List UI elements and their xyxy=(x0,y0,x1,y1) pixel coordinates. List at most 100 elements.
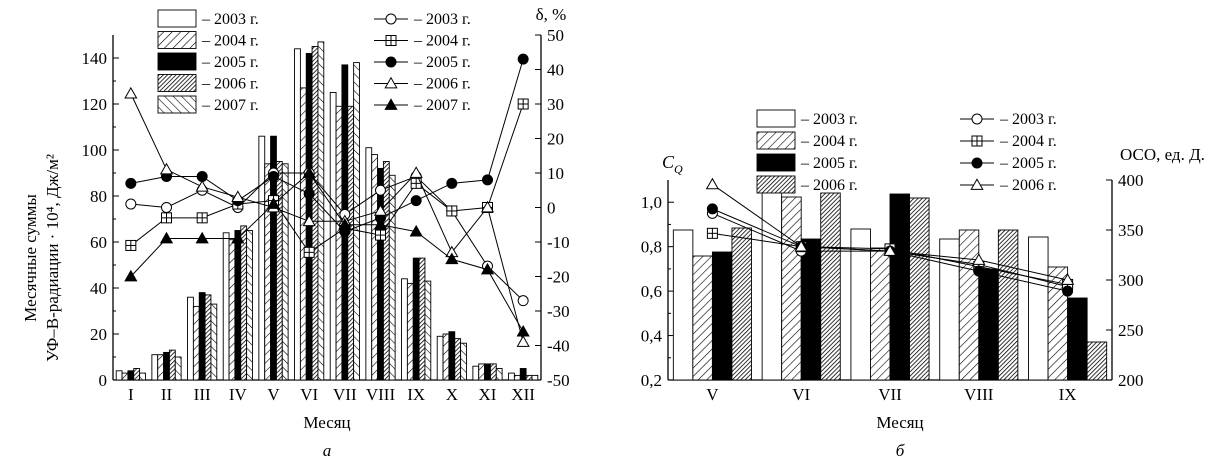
a-bar xyxy=(198,292,206,381)
a-series-line xyxy=(130,172,524,302)
b-legend-marker xyxy=(971,113,983,125)
a-point xyxy=(410,195,422,207)
panel-b-line-label-main: C xyxy=(662,152,675,172)
a-bar xyxy=(234,230,242,381)
a-x-tick-label: II xyxy=(161,385,173,404)
panel-a-caption: а xyxy=(323,441,332,460)
a-bar xyxy=(401,278,408,381)
a-point xyxy=(516,335,530,347)
b-x-tick-label: VI xyxy=(792,385,810,404)
a-point xyxy=(161,212,172,224)
a-bar xyxy=(210,303,218,381)
b-bar xyxy=(731,227,752,381)
a-legend-swatch xyxy=(157,9,197,28)
a-point xyxy=(196,170,208,182)
b-x-tick-label: VIII xyxy=(964,385,994,404)
panel-b-line-label-sub: Q xyxy=(674,162,683,176)
a-bar xyxy=(299,87,307,381)
b-right-tick-label: 300 xyxy=(1118,271,1144,290)
a-right-tick-label: 20 xyxy=(547,130,564,149)
a-legend-label: – 2004 г. xyxy=(413,33,471,50)
a-bar xyxy=(133,368,141,381)
a-point xyxy=(231,190,245,202)
a-x-tick-label: VII xyxy=(333,385,357,404)
a-point xyxy=(125,198,137,210)
b-bar xyxy=(800,238,822,381)
a-legend-label: – 2005 г. xyxy=(413,54,471,71)
a-x-tick-label: VIII xyxy=(366,385,396,404)
a-bar xyxy=(353,62,360,381)
a-point xyxy=(303,246,315,258)
b-bar xyxy=(672,229,694,381)
a-point xyxy=(125,239,137,251)
b-right-tick-label: 250 xyxy=(1118,321,1144,340)
a-point xyxy=(409,166,423,178)
a-legend-marker xyxy=(384,76,398,89)
a-right-tick-label: 10 xyxy=(547,164,564,183)
a-point xyxy=(125,177,137,189)
b-point xyxy=(706,203,718,215)
a-series-line xyxy=(130,59,524,233)
b-bar xyxy=(870,247,891,381)
b-point xyxy=(794,239,808,252)
b-bar xyxy=(781,196,802,381)
a-bar xyxy=(317,41,325,381)
a-right-tick-label: 40 xyxy=(547,61,564,80)
b-bar xyxy=(850,228,871,381)
a-point xyxy=(409,224,423,237)
a-legend-marker xyxy=(385,35,397,46)
a-right-tick-label: -40 xyxy=(547,337,570,356)
a-legend-marker xyxy=(384,98,398,110)
a-bar xyxy=(448,331,456,381)
a-bar xyxy=(222,232,230,381)
a-legend-swatch xyxy=(157,74,197,92)
a-x-tick-label: XII xyxy=(511,385,535,404)
b-legend-label: – 2006 г. xyxy=(800,177,858,194)
a-bar xyxy=(454,338,462,381)
a-bar xyxy=(168,349,176,381)
panel-a-right-y-label: δ, % xyxy=(536,5,567,24)
b-point xyxy=(972,253,986,265)
a-bar xyxy=(412,257,420,381)
a-x-tick-label: V xyxy=(267,385,280,404)
b-legend-swatch xyxy=(756,131,796,150)
a-legend-swatch xyxy=(157,52,197,71)
panel-b-line-label: CQ xyxy=(662,152,683,176)
b-legend-label: – 2006 г. xyxy=(999,177,1057,194)
b-left-tick-label: 0,4 xyxy=(641,327,663,346)
a-bar xyxy=(139,372,146,381)
a-bar xyxy=(127,370,135,381)
a-legend-label: – 2006 г. xyxy=(413,76,471,93)
a-bar xyxy=(311,46,319,381)
a-bar xyxy=(472,365,480,381)
a-legend-label: – 2003 г. xyxy=(201,11,259,28)
a-right-tick-label: -20 xyxy=(547,268,570,287)
a-bar xyxy=(424,280,432,381)
a-point xyxy=(446,177,458,189)
b-left-tick-label: 0,2 xyxy=(641,371,662,390)
a-series-line xyxy=(130,93,524,343)
b-bar xyxy=(692,255,713,381)
a-point xyxy=(303,188,315,200)
a-bar xyxy=(163,351,170,381)
b-point xyxy=(973,265,985,277)
a-legend-swatch xyxy=(157,95,197,114)
a-bar xyxy=(460,342,467,381)
a-bar xyxy=(436,335,444,381)
a-bar xyxy=(335,105,343,381)
a-bar xyxy=(174,356,182,381)
a-point xyxy=(196,212,208,224)
a-point xyxy=(338,217,352,230)
b-point xyxy=(1060,273,1075,285)
b-legend-marker xyxy=(971,135,983,147)
b-bar xyxy=(958,229,980,381)
panel-b-x-label: Месяц xyxy=(876,413,923,432)
a-bar xyxy=(484,363,491,381)
a-point xyxy=(446,205,458,217)
a-bar xyxy=(187,296,194,381)
a-x-tick-label: I xyxy=(128,385,134,404)
a-series-line xyxy=(130,103,524,254)
a-point xyxy=(517,98,529,110)
b-point xyxy=(1062,285,1074,297)
a-right-tick-label: -10 xyxy=(547,233,570,252)
